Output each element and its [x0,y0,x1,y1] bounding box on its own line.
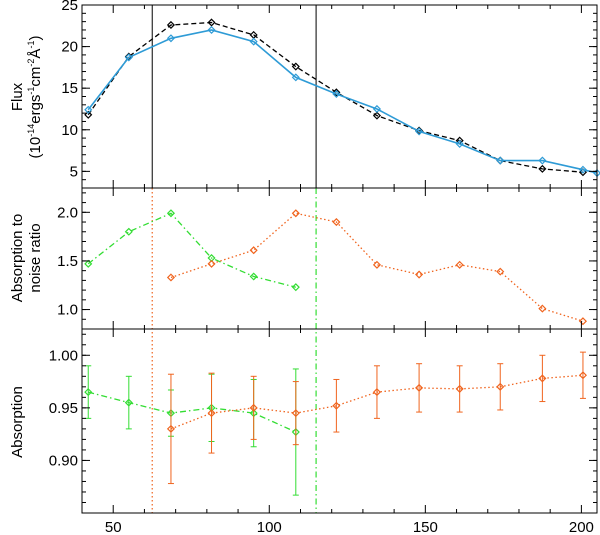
top-series-black-point [166,20,176,30]
middle-series-green-point [124,227,133,236]
top-ytick-label: 20 [61,39,78,56]
xtick-label: 150 [413,519,438,535]
bottom-ylabel-line1: Absorption [9,386,26,458]
top-ylabel-mid2: cm [27,67,44,87]
middle-series-orange-point [415,270,424,279]
top-ylabel-mid1: ergs [27,95,44,124]
top-ytick-label: 5 [70,163,78,180]
middle-ylabel: Absorption to noise ratio [9,214,44,302]
bottom-ytick-label: 0.95 [49,400,78,417]
middle-series-green-line [87,212,296,288]
middle-ytick-label: 2.0 [57,204,78,221]
top-ylabel-units: (10-14ergs-1cm-2Å-1) [26,36,44,159]
bottom-series-orange-point [207,409,216,418]
top-series-blue-point [538,156,547,165]
bottom-axes-frame [81,328,598,514]
top-ylabel-end: ) [27,36,44,41]
middle-series-green-point [84,259,93,268]
top-ylabel-line2: (10 [27,137,44,159]
middle-series-orange-point [207,259,216,268]
top-ytick-label: 10 [61,122,78,139]
middle-series-orange-point [249,246,258,255]
bottom-series-orange-point [578,371,588,380]
top-series-blue-point [455,139,464,148]
middle-series-green-point [166,209,176,218]
top-series-blue-line [87,29,598,174]
bottom-series-green-point [84,388,93,397]
bottom-ytick-label: 1.00 [49,347,78,364]
top-ylabel-sup1: -14 [26,124,36,137]
top-series-blue-point [207,25,216,35]
top-series-blue-point [578,165,588,174]
top-series-blue-point [291,73,300,82]
top-ylabel-sup2: -1 [26,87,36,95]
top-series-blue-point [124,53,133,62]
middle-ytick-label: 1.5 [57,253,78,270]
top-series-black-line [87,21,584,173]
top-series-black-point [538,164,547,173]
middle-series-orange-line [170,212,584,322]
top-series-blue-point [372,104,382,114]
top-ytick-label: 15 [61,80,78,97]
middle-series-green-point [291,283,300,292]
bottom-ytick-label: 0.90 [49,452,78,469]
top-series-black-point [291,62,300,71]
top-ylabel-sup3: -2 [26,59,36,67]
top-series-blue-point [415,127,424,136]
middle-series-green-point [249,272,258,281]
middle-series-orange-point [166,273,176,282]
vertical-marker-layer [151,5,317,513]
bottom-series-orange-point [415,383,424,392]
top-ylabel-sup4: -1 [26,41,36,49]
bottom-series-green-line [88,391,297,433]
middle-ylabel-line2: noise ratio [27,223,44,292]
bottom-series-orange-point [538,374,547,383]
bottom-series-orange-point [455,384,464,393]
top-ylabel-line1: Flux [9,82,26,111]
middle-axes-frame [81,187,598,330]
top-series-blue-point [496,156,505,165]
middle-series-orange-point [372,260,382,269]
middle-series-orange-point [538,304,547,313]
top-ylabel-mid3: Å [27,49,44,59]
top-series-black-point [84,110,93,119]
middle-ytick-label: 1.0 [57,302,78,319]
bottom-series-orange-point [166,424,176,433]
series-layer [84,18,600,496]
top-series-black-point [332,88,341,97]
xtick-label: 200 [569,519,594,535]
axes-layer: 5 10 15 20 25 1.0 1.5 2.0 0.90 0.95 1.00 50 100 150 20… [49,0,598,535]
top-series-black-point [372,111,382,120]
middle-series-orange-point [291,209,300,218]
top-ytick-label: 25 [61,0,78,14]
top-series-blue-point [84,105,93,114]
top-series-blue-point [166,34,176,43]
middle-series-orange-point [578,317,588,326]
bottom-series-orange-point [496,382,505,391]
bottom-ylabel: Absorption [9,386,26,458]
bottom-series-orange-point [249,403,258,412]
middle-series-orange-point [496,267,505,276]
xtick-label: 100 [257,519,282,535]
top-series-black-point [207,18,216,27]
top-ylabel: Flux (10-14ergs-1cm-2Å-1) [9,36,44,159]
middle-series-orange-point [455,260,464,269]
bottom-series-orange-point [291,409,300,418]
bottom-series-orange-point [332,401,341,410]
middle-series-orange-point [332,217,341,227]
bottom-series-orange-point [372,388,382,397]
top-series-blue-point [332,89,341,99]
middle-ylabel-line1: Absorption to [9,214,26,302]
bottom-series-green-point [124,398,133,407]
top-series-blue-point [249,37,258,46]
xtick-label: 50 [105,519,122,535]
